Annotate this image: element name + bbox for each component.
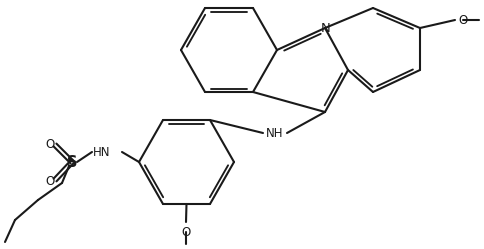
Text: NH: NH [266,126,284,139]
Text: S: S [67,154,77,170]
Text: N: N [321,21,331,35]
Text: HN: HN [92,145,110,159]
Text: O: O [458,13,467,26]
Text: O: O [45,137,55,150]
Text: O: O [182,226,191,239]
Text: O: O [45,175,55,187]
